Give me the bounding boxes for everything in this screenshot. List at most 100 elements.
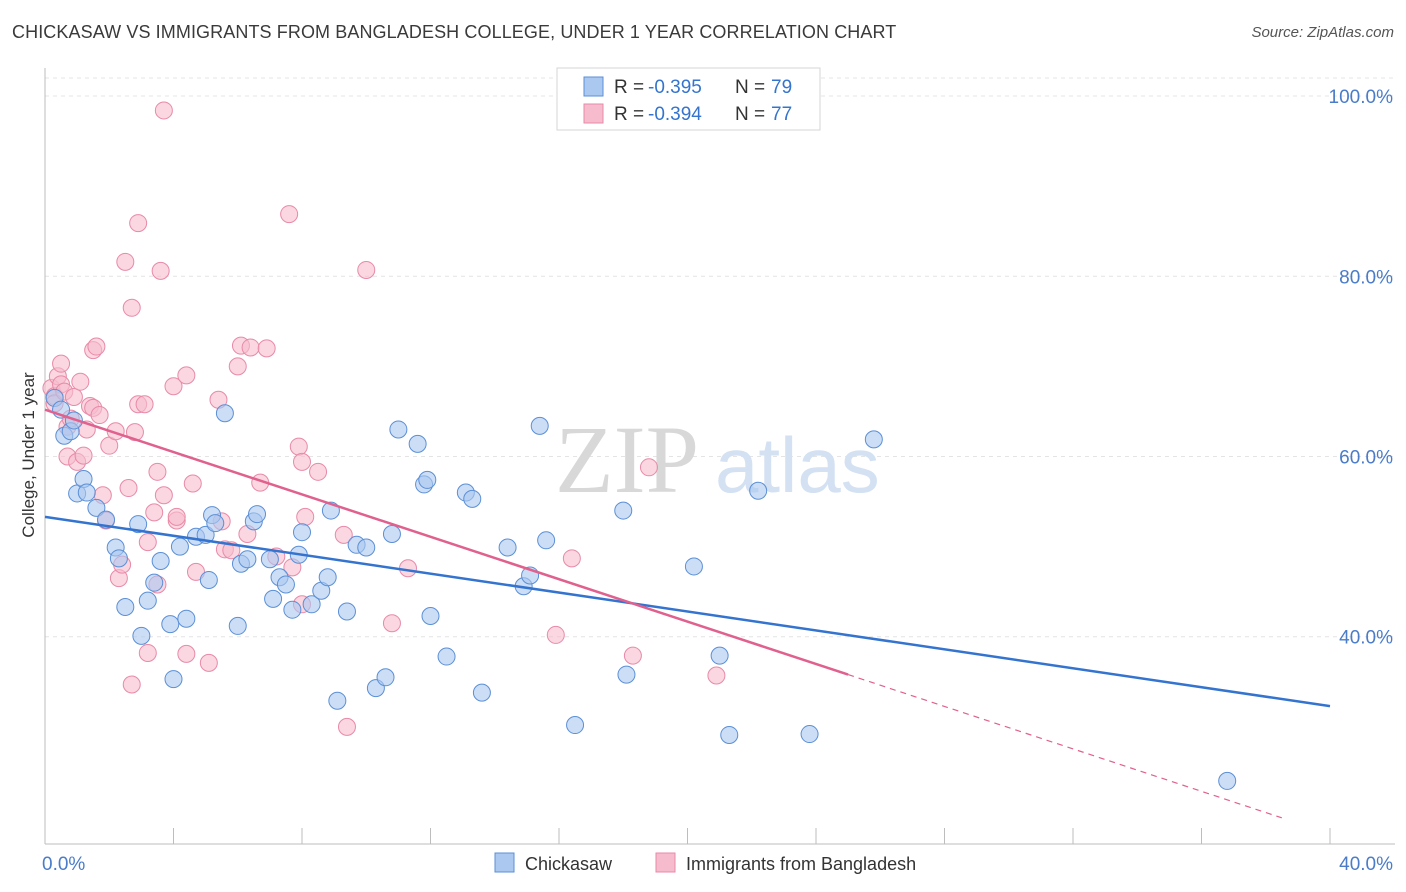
bangladesh-point — [177, 366, 196, 385]
chickasaw-point — [97, 510, 116, 529]
chart-title: CHICKASAW VS IMMIGRANTS FROM BANGLADESH … — [12, 22, 897, 42]
chickasaw-point — [264, 589, 283, 608]
legend-r-label-2: R = — [614, 104, 644, 125]
bangladesh-point — [145, 503, 164, 522]
bangladesh-point — [337, 717, 356, 736]
chickasaw-point — [463, 489, 482, 508]
bangladesh-point — [151, 261, 170, 280]
chickasaw-point — [77, 483, 96, 502]
bangladesh-trend-extension — [847, 674, 1283, 819]
watermark-zip: ZIP — [555, 406, 699, 513]
bangladesh-point — [138, 643, 157, 662]
chickasaw-point — [109, 549, 128, 568]
chickasaw-point — [293, 523, 311, 542]
legend-swatch-bangladesh — [583, 103, 604, 124]
chickasaw-point — [199, 570, 218, 589]
chickasaw-point — [498, 538, 517, 557]
bangladesh-point — [122, 298, 141, 317]
bangladesh-point — [164, 377, 183, 396]
chickasaw-point — [408, 434, 427, 453]
bangladesh-point — [138, 533, 157, 552]
bangladesh-point — [116, 252, 135, 271]
chickasaw-point — [800, 725, 819, 744]
legend-swatch-bangladesh-bottom — [655, 852, 676, 873]
chickasaw-point — [177, 609, 196, 628]
bangladesh-point — [289, 437, 308, 456]
x-tick-label: 0.0% — [42, 854, 85, 875]
legend-label-chickasaw: Chickasaw — [525, 854, 613, 874]
chickasaw-point — [161, 615, 180, 634]
chickasaw-point — [228, 616, 247, 635]
chickasaw-point — [389, 420, 408, 439]
bangladesh-point — [228, 357, 247, 376]
chickasaw-points — [45, 388, 1237, 790]
chickasaw-point — [421, 607, 440, 626]
bangladesh-point — [135, 395, 154, 414]
trend-lines — [44, 408, 1331, 819]
chickasaw-point — [318, 568, 337, 587]
chickasaw-point — [382, 524, 401, 543]
bangladesh-point — [64, 388, 83, 407]
chickasaw-point — [566, 716, 585, 735]
bangladesh-point — [562, 549, 581, 568]
bangladesh-point — [119, 479, 138, 498]
chart-source: Source: ZipAtlas.com — [1251, 24, 1394, 41]
bangladesh-point — [122, 675, 141, 694]
legend-r-value-1: -0.395 — [648, 77, 702, 98]
bangladesh-point — [707, 666, 726, 685]
bangladesh-point — [309, 462, 328, 481]
bangladesh-point — [71, 372, 90, 391]
chickasaw-point — [530, 416, 549, 435]
chickasaw-point — [138, 591, 157, 610]
chickasaw-point — [684, 557, 703, 576]
chickasaw-point — [720, 725, 739, 744]
chickasaw-point — [206, 514, 225, 533]
legend-n-label-2: N = — [735, 104, 765, 125]
bangladesh-point — [357, 260, 376, 279]
chickasaw-point — [276, 575, 295, 594]
chickasaw-point — [537, 531, 556, 550]
tick-labels: 40.0% 60.0% 80.0% 100.0% 0.0% 40.0% — [42, 87, 1393, 875]
legend-n-value-1: 79 — [771, 77, 792, 98]
chickasaw-point — [749, 481, 768, 500]
bangladesh-point — [623, 646, 642, 665]
stats-legend: R = -0.395 N = 79 R = -0.394 N = 77 — [556, 67, 821, 131]
chickasaw-point — [283, 600, 302, 619]
legend-swatch-chickasaw — [583, 76, 604, 97]
chickasaw-point — [337, 602, 356, 621]
bangladesh-point — [183, 474, 202, 493]
bangladesh-point — [296, 507, 315, 526]
watermark: ZIP atlas — [555, 406, 880, 513]
bangladesh-point — [382, 614, 401, 633]
chickasaw-point — [864, 430, 883, 449]
bangladesh-point — [74, 446, 93, 465]
chickasaw-point — [170, 537, 189, 556]
chickasaw-point — [437, 647, 456, 666]
series-legend: Chickasaw Immigrants from Bangladesh — [494, 852, 916, 874]
y-axis-label: College, Under 1 year — [19, 372, 38, 538]
bangladesh-point — [125, 423, 144, 442]
bangladesh-trend-line — [44, 408, 849, 676]
chickasaw-point — [710, 646, 729, 665]
chickasaw-point — [1218, 771, 1237, 790]
legend-r-label-1: R = — [614, 77, 644, 98]
bangladesh-point — [52, 354, 71, 373]
chickasaw-point — [87, 498, 106, 517]
bangladesh-point — [186, 562, 205, 581]
bangladesh-point — [199, 653, 218, 672]
legend-r-value-2: -0.394 — [648, 104, 702, 125]
bangladesh-point — [546, 625, 565, 644]
bangladesh-point — [334, 525, 353, 544]
chickasaw-point — [132, 626, 151, 645]
legend-label-bangladesh: Immigrants from Bangladesh — [686, 854, 916, 874]
chickasaw-point — [328, 691, 347, 710]
chickasaw-point — [116, 597, 135, 616]
axes — [44, 68, 1395, 845]
legend-n-label-1: N = — [735, 77, 765, 98]
bangladesh-point — [241, 338, 260, 357]
bangladesh-point — [280, 205, 299, 224]
bangladesh-point — [154, 101, 173, 120]
chickasaw-point — [357, 538, 376, 557]
bangladesh-point — [154, 486, 173, 505]
